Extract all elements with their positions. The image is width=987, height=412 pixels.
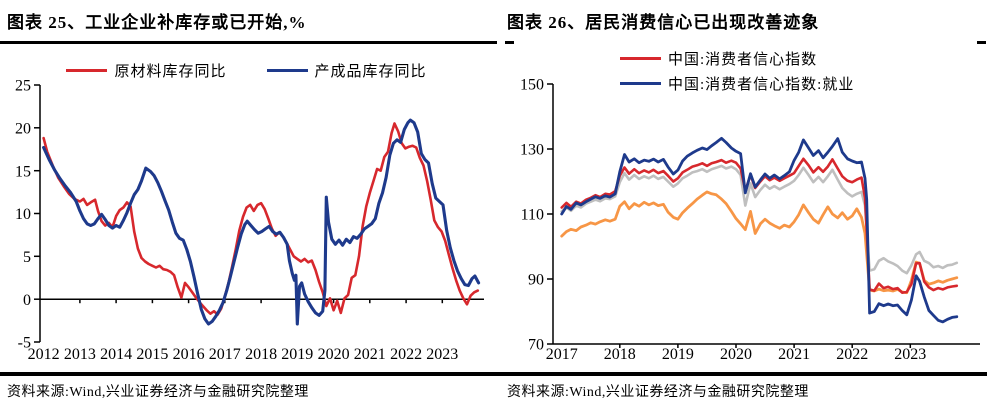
x-tick-label: 2022 xyxy=(836,346,868,363)
y-tick-label: -5 xyxy=(18,335,31,352)
x-tick-label: 2023 xyxy=(426,346,458,363)
legend-line-sample xyxy=(266,69,308,72)
legend-line-sample xyxy=(620,82,661,85)
legend-item: 原材料库存同比 xyxy=(66,60,226,81)
axes xyxy=(547,83,980,348)
figure-26-source: 资料来源:Wind,兴业证券经济与金融研究院整理 xyxy=(507,385,809,400)
series-finished-goods xyxy=(42,118,481,326)
figure-26-title-rule-dash-right xyxy=(977,41,986,44)
x-tick-label: 2022 xyxy=(390,346,422,363)
x-tick-label: 2016 xyxy=(173,346,205,363)
y-tick-label: 110 xyxy=(521,207,544,224)
footer-divider-rule xyxy=(0,372,987,376)
x-tick-label: 2020 xyxy=(318,346,350,363)
x-tick-label: 2018 xyxy=(245,346,277,363)
figure-26-legend: 中国:消费者信心指数中国:消费者信心指数:就业 xyxy=(620,48,854,94)
legend-label: 原材料库存同比 xyxy=(114,64,227,80)
y-tick-label: 15 xyxy=(15,163,31,180)
x-tick-label: 2023 xyxy=(894,346,926,363)
series-cci-employment xyxy=(560,136,959,324)
x-tick-label: 2017 xyxy=(546,346,578,363)
x-tick-label: 2019 xyxy=(662,346,694,363)
y-tick-label: 5 xyxy=(23,249,31,266)
x-tick-label: 2013 xyxy=(64,346,96,363)
legend-label: 中国:消费者信心指数:就业 xyxy=(668,77,855,93)
panel-figure-25: 图表 25、工业企业补库存或已开始,% 原材料库存同比 产成品库存同比 25 20 1… xyxy=(0,0,497,412)
y-tick-label: 20 xyxy=(15,120,31,137)
y-tick-label: 0 xyxy=(23,292,31,309)
y-tick-label: 90 xyxy=(528,272,544,289)
x-tick-label: 2015 xyxy=(136,346,168,363)
y-tick-label: 25 xyxy=(15,78,31,95)
y-tick-label: 150 xyxy=(520,77,544,94)
x-tick-label: 2021 xyxy=(778,346,810,363)
x-tick-label: 2021 xyxy=(354,346,386,363)
legend-item: 中国:消费者信心指数 xyxy=(620,48,817,69)
inventory-line-chart: 25 20 15 10 5 0 -5 2012 2013 2014 2015 2016 2017 2018… xyxy=(0,50,493,372)
y-tick-label: 70 xyxy=(528,337,544,354)
legend-label: 中国:消费者信心指数 xyxy=(668,52,818,68)
figure-26-title-rule-dash-left xyxy=(505,41,514,44)
figure-25-title: 图表 25、工业企业补库存或已开始,% xyxy=(7,13,307,32)
consumer-confidence-line-chart: 150 130 110 90 70 2017 2018 2019 2020 2021 2022 202… xyxy=(494,50,987,372)
x-tick-label: 2017 xyxy=(209,346,241,363)
x-tick-label: 2020 xyxy=(720,346,752,363)
series-unlabeled-orange xyxy=(560,190,959,295)
figure-25-title-rule xyxy=(0,41,497,44)
y-tick-label: 10 xyxy=(15,206,31,223)
x-tick-label: 2019 xyxy=(281,346,313,363)
axes xyxy=(34,84,484,343)
x-tick-label: 2012 xyxy=(28,346,60,363)
legend-line-sample xyxy=(66,69,108,72)
figure-25-source: 资料来源:Wind,兴业证券经济与金融研究院整理 xyxy=(7,385,309,400)
legend-item: 中国:消费者信心指数:就业 xyxy=(620,73,854,94)
panel-figure-26: 图表 26、居民消费信心已出现改善迹象 中国:消费者信心指数 中国:消费者信心指数… xyxy=(494,0,987,412)
figure-26-title: 图表 26、居民消费信心已出现改善迹象 xyxy=(507,13,820,32)
legend-label: 产成品库存同比 xyxy=(314,64,427,80)
x-tick-label: 2014 xyxy=(100,346,132,363)
y-tick-label: 130 xyxy=(520,142,544,159)
series-unlabeled-gray xyxy=(560,164,959,275)
figure-25-legend: 原材料库存同比 产成品库存同比 xyxy=(0,60,493,81)
legend-item: 产成品库存同比 xyxy=(266,60,427,81)
x-tick-label: 2018 xyxy=(604,346,636,363)
legend-line-sample xyxy=(620,57,661,60)
series-raw-materials xyxy=(42,122,480,316)
